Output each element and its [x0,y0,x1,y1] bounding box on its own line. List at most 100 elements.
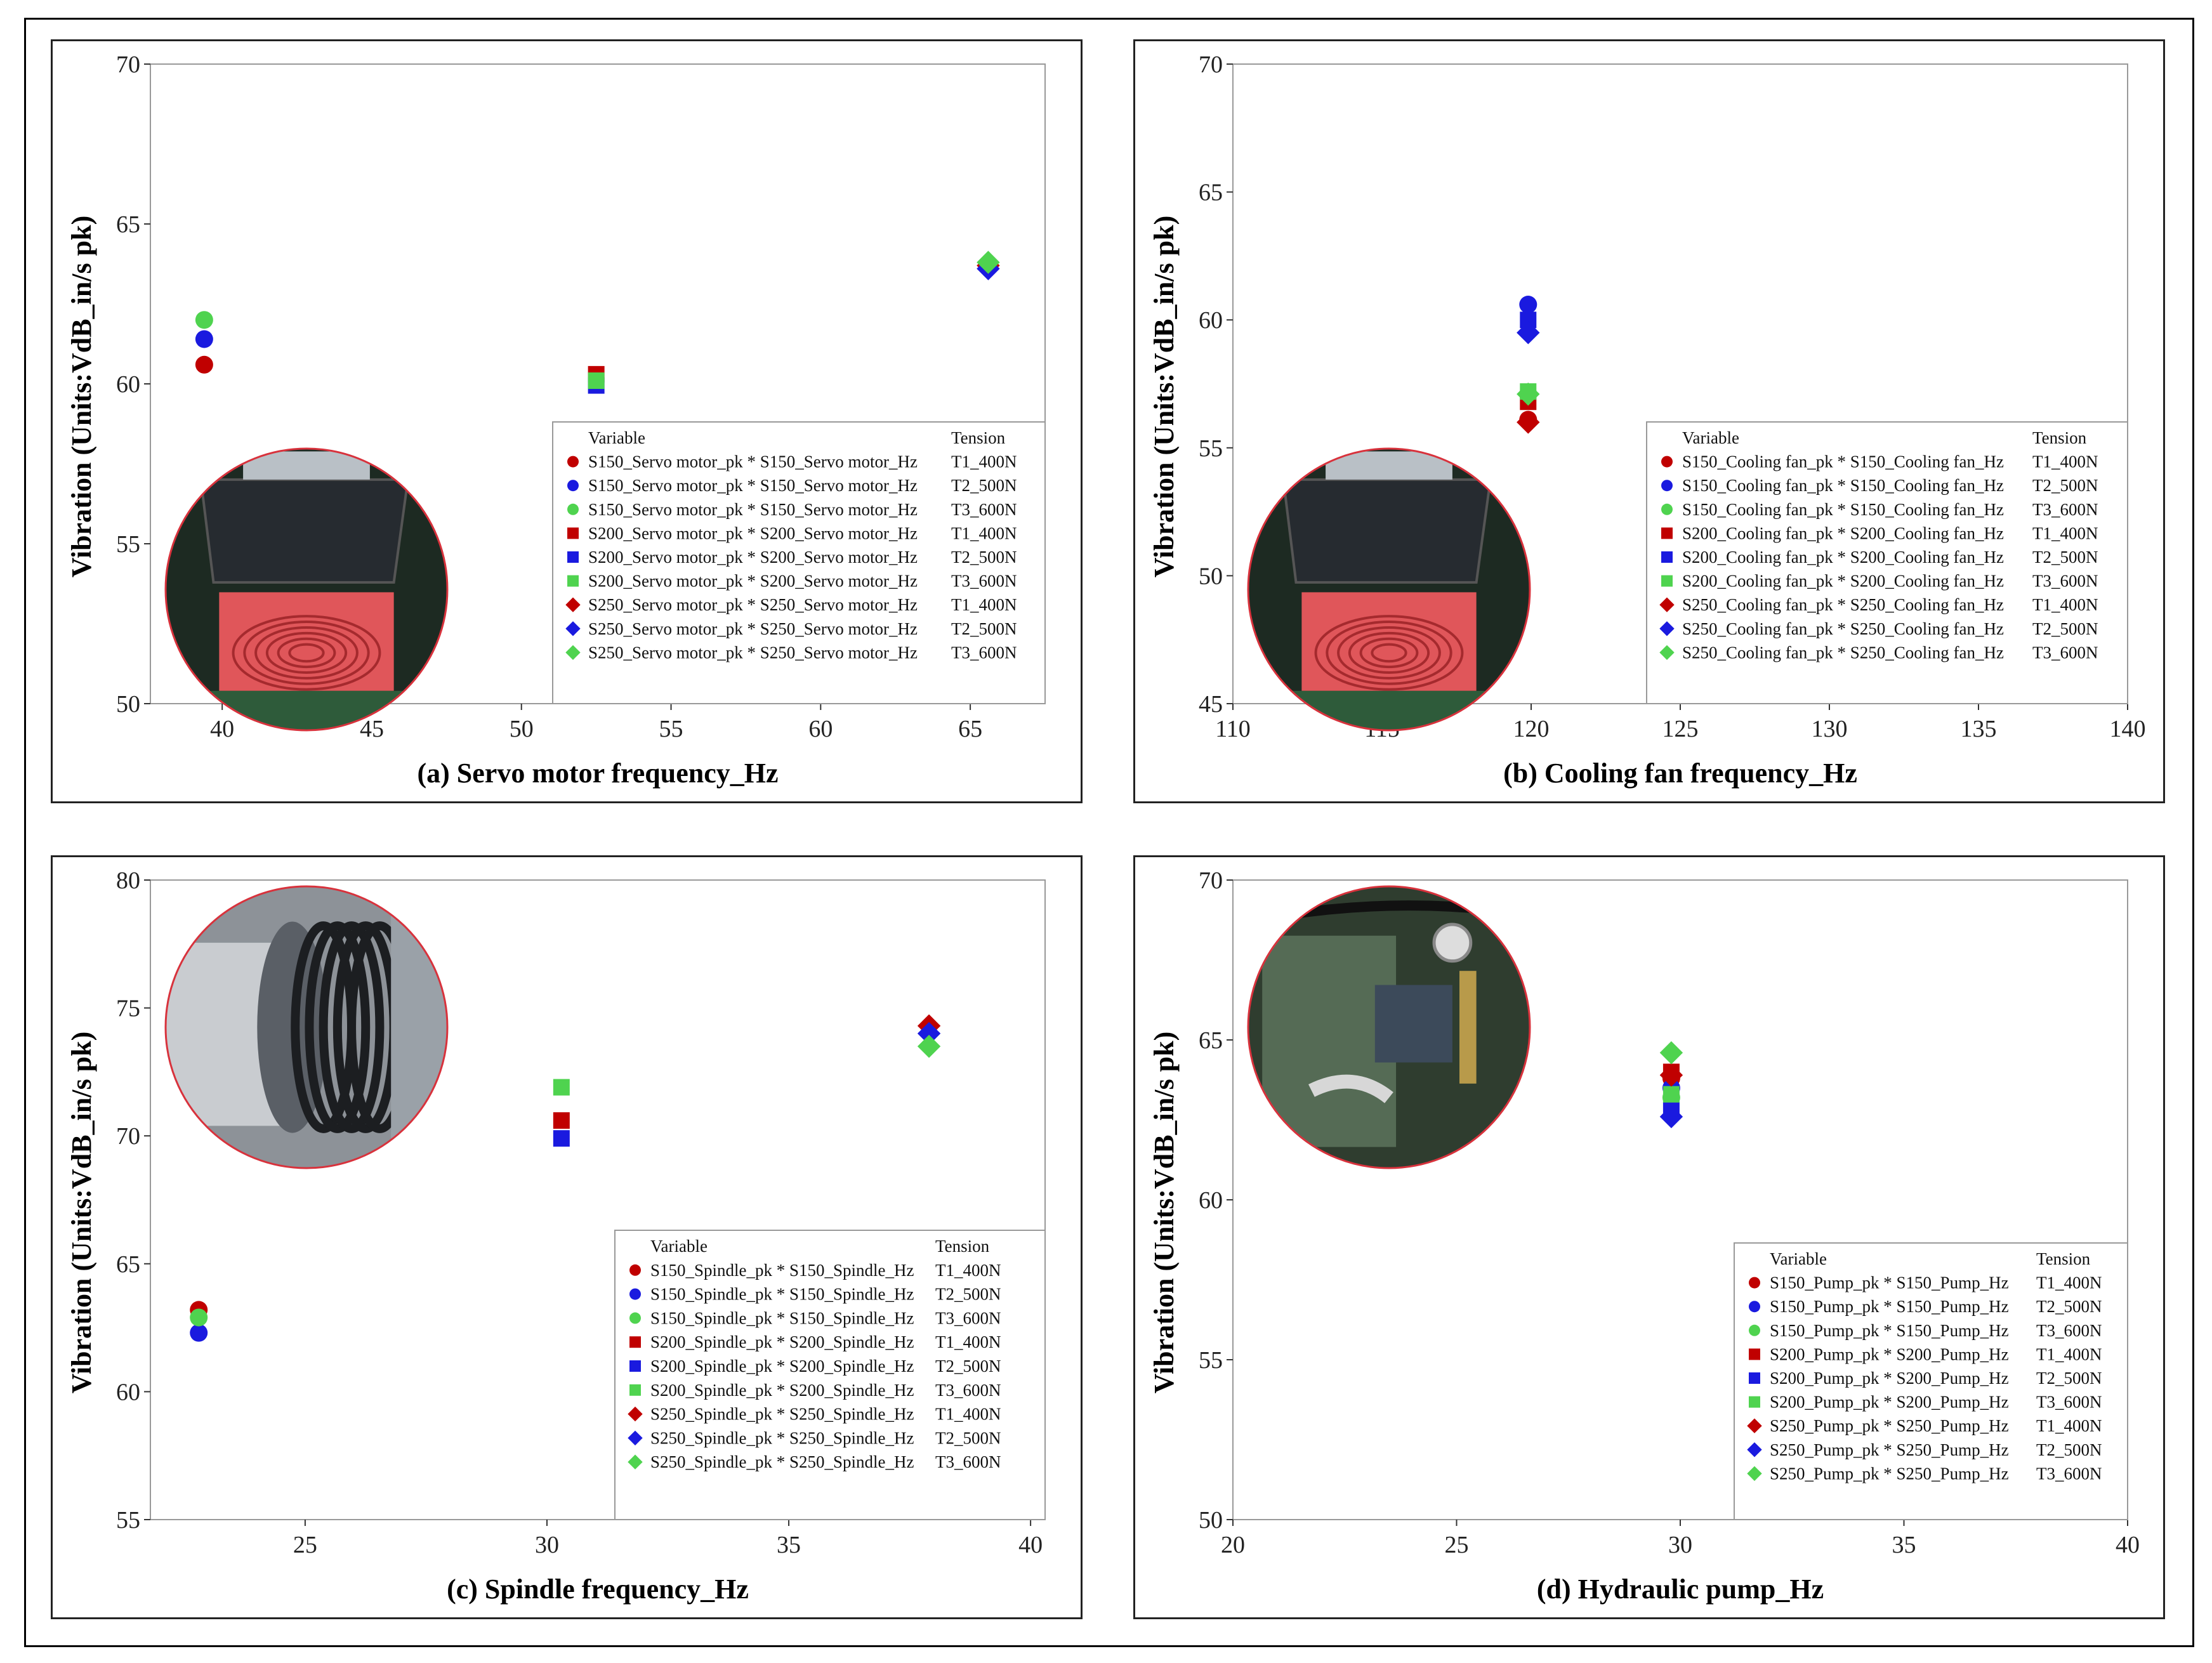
y-axis-title: Vibration (Units:VdB_in/s pk) [1149,216,1180,578]
legend-item: S250_Pump_pk * S250_Pump_Hz T1_400N [1747,1416,2102,1435]
legend-marker [628,1430,643,1446]
legend-header-tension: Tension [935,1237,990,1256]
legend-item: S200_Pump_pk * S200_Pump_Hz T2_500N [1749,1369,2102,1388]
legend-label: S150_Pump_pk * S150_Pump_Hz [1770,1273,2009,1292]
x-tick-label: 40 [1018,1532,1043,1558]
legend-item: S250_Pump_pk * S250_Pump_Hz T3_600N [1747,1464,2102,1483]
legend-item: S200_Spindle_pk * S200_Spindle_Hz T2_500N [629,1357,1001,1376]
data-point [1662,1086,1680,1103]
fan-guard-ring [1371,643,1407,663]
legend-item: S250_Spindle_pk * S250_Spindle_Hz T1_400N [628,1405,1001,1424]
legend-header-variable: Variable [650,1237,708,1256]
legend-label: S150_Cooling fan_pk * S150_Cooling fan_H… [1682,476,2004,495]
legend-tension: T1_400N [2036,1273,2102,1292]
legend-header-variable: Variable [588,428,645,447]
motor-housing [1282,478,1492,584]
y-axis-title: Vibration (Units:VdB_in/s pk) [66,1032,97,1394]
data-point [195,330,213,348]
legend-tension: T3_600N [2036,1464,2102,1483]
panel-servo-motor: 50 55 60 65 70 40 45 50 55 60 65 (a) Servo motor fr… [51,39,1083,803]
motor-housing [199,478,410,584]
data-points [1659,1041,1683,1129]
pump-body [1374,985,1452,1063]
x-tick-label: 140 [2110,716,2146,742]
x-tick-label: 65 [958,716,982,742]
legend: Variable Tension S150_Pump_pk * S150_Pump_… [1734,1242,2128,1520]
legend-tension: T2_500N [951,619,1017,638]
legend-tension: T2_500N [2032,476,2098,495]
y-tick-label: 50 [1199,1507,1223,1534]
legend-header-variable: Variable [1682,428,1739,447]
panel-cooling-fan: 455055606570110115120125130135140(b) Coo… [1133,39,2165,803]
y-tick-label: 65 [116,1251,140,1278]
legend-marker [567,456,579,468]
legend-tension: T3_600N [935,1308,1001,1327]
pressure-gauge [1432,923,1473,963]
legend-label: S200_Spindle_pk * S200_Spindle_Hz [650,1357,914,1376]
legend-label: S200_Servo motor_pk * S200_Servo motor_H… [588,523,918,542]
legend-item: S150_Spindle_pk * S150_Spindle_Hz T2_500N [629,1285,1001,1304]
x-tick-label: 35 [777,1532,801,1558]
legend-label: S200_Pump_pk * S200_Pump_Hz [1770,1369,2009,1388]
legend-tension: T3_600N [951,643,1017,662]
x-tick-label: 25 [293,1532,317,1558]
legend-item: S150_Servo motor_pk * S150_Servo motor_H… [567,476,1017,495]
legend-label: S200_Cooling fan_pk * S200_Cooling fan_H… [1682,572,2004,591]
x-tick-label: 110 [1215,716,1251,742]
legend-tension: T1_400N [951,595,1017,614]
legend-tension: T1_400N [935,1405,1001,1424]
y-tick-label: 60 [1199,307,1223,334]
legend-item: S150_Pump_pk * S150_Pump_Hz T3_600N [1749,1321,2102,1340]
legend-tension: T3_600N [935,1381,1001,1400]
x-tick-label: 40 [210,716,234,742]
legend-box [1646,421,2128,704]
legend-marker [1661,575,1673,587]
data-points [190,1014,941,1342]
data-point [588,372,605,389]
photo-content [1248,886,1530,1168]
data-point [195,311,213,329]
legend-tension: T3_600N [2032,643,2098,662]
x-tick-label: 50 [510,716,534,742]
x-tick-label: 130 [1812,716,1848,742]
x-axis-title: (d) Hydraulic pump_Hz [1537,1574,1824,1605]
legend-tension: T1_400N [935,1261,1001,1280]
legend-item: S200_Pump_pk * S200_Pump_Hz T3_600N [1749,1393,2102,1412]
legend-tension: T1_400N [935,1332,1001,1351]
legend-label: S150_Servo motor_pk * S150_Servo motor_H… [588,452,918,471]
legend: Variable Tension S150_Servo motor_pk * S15… [552,421,1046,704]
x-tick-label: 60 [808,716,833,742]
legend-marker [1747,1418,1762,1433]
legend-item: S250_Pump_pk * S250_Pump_Hz T2_500N [1747,1440,2102,1459]
housing-top [243,451,370,480]
y-tick-label: 75 [116,996,140,1022]
legend-item: S250_Cooling fan_pk * S250_Cooling fan_H… [1659,595,2098,614]
legend-label: S150_Servo motor_pk * S150_Servo motor_H… [588,500,918,519]
legend-tension: T2_500N [935,1428,1001,1447]
x-tick-label: 135 [1961,716,1997,742]
legend-marker [1661,503,1673,515]
legend-marker [1661,551,1673,563]
data-point [553,1130,570,1147]
fan-guard [219,592,394,691]
legend-box [614,1230,1046,1520]
legend-label: S150_Cooling fan_pk * S150_Cooling fan_H… [1682,452,2004,471]
legend-item: S250_Cooling fan_pk * S250_Cooling fan_H… [1659,619,2098,638]
legend-marker [629,1336,641,1348]
spindle-photo [164,885,449,1169]
legend-tension: T1_400N [2032,523,2098,542]
legend-marker [1749,1348,1760,1360]
legend-item: S150_Cooling fan_pk * S150_Cooling fan_H… [1661,500,2098,519]
legend: Variable Tension S150_Cooling fan_pk * S15… [1646,421,2128,704]
y-tick-label: 65 [116,211,140,238]
legend-item: S200_Servo motor_pk * S200_Servo motor_H… [567,548,1017,567]
legend-label: S200_Spindle_pk * S200_Spindle_Hz [650,1381,914,1400]
y-tick-label: 70 [116,51,140,78]
legend-tension: T1_400N [2032,595,2098,614]
legend-tension: T3_600N [2032,500,2098,519]
legend-label: S150_Servo motor_pk * S150_Servo motor_H… [588,476,918,495]
legend-tension: T3_600N [2036,1321,2102,1340]
cooling-fan-photo [1247,447,1531,732]
data-point [1519,296,1537,314]
